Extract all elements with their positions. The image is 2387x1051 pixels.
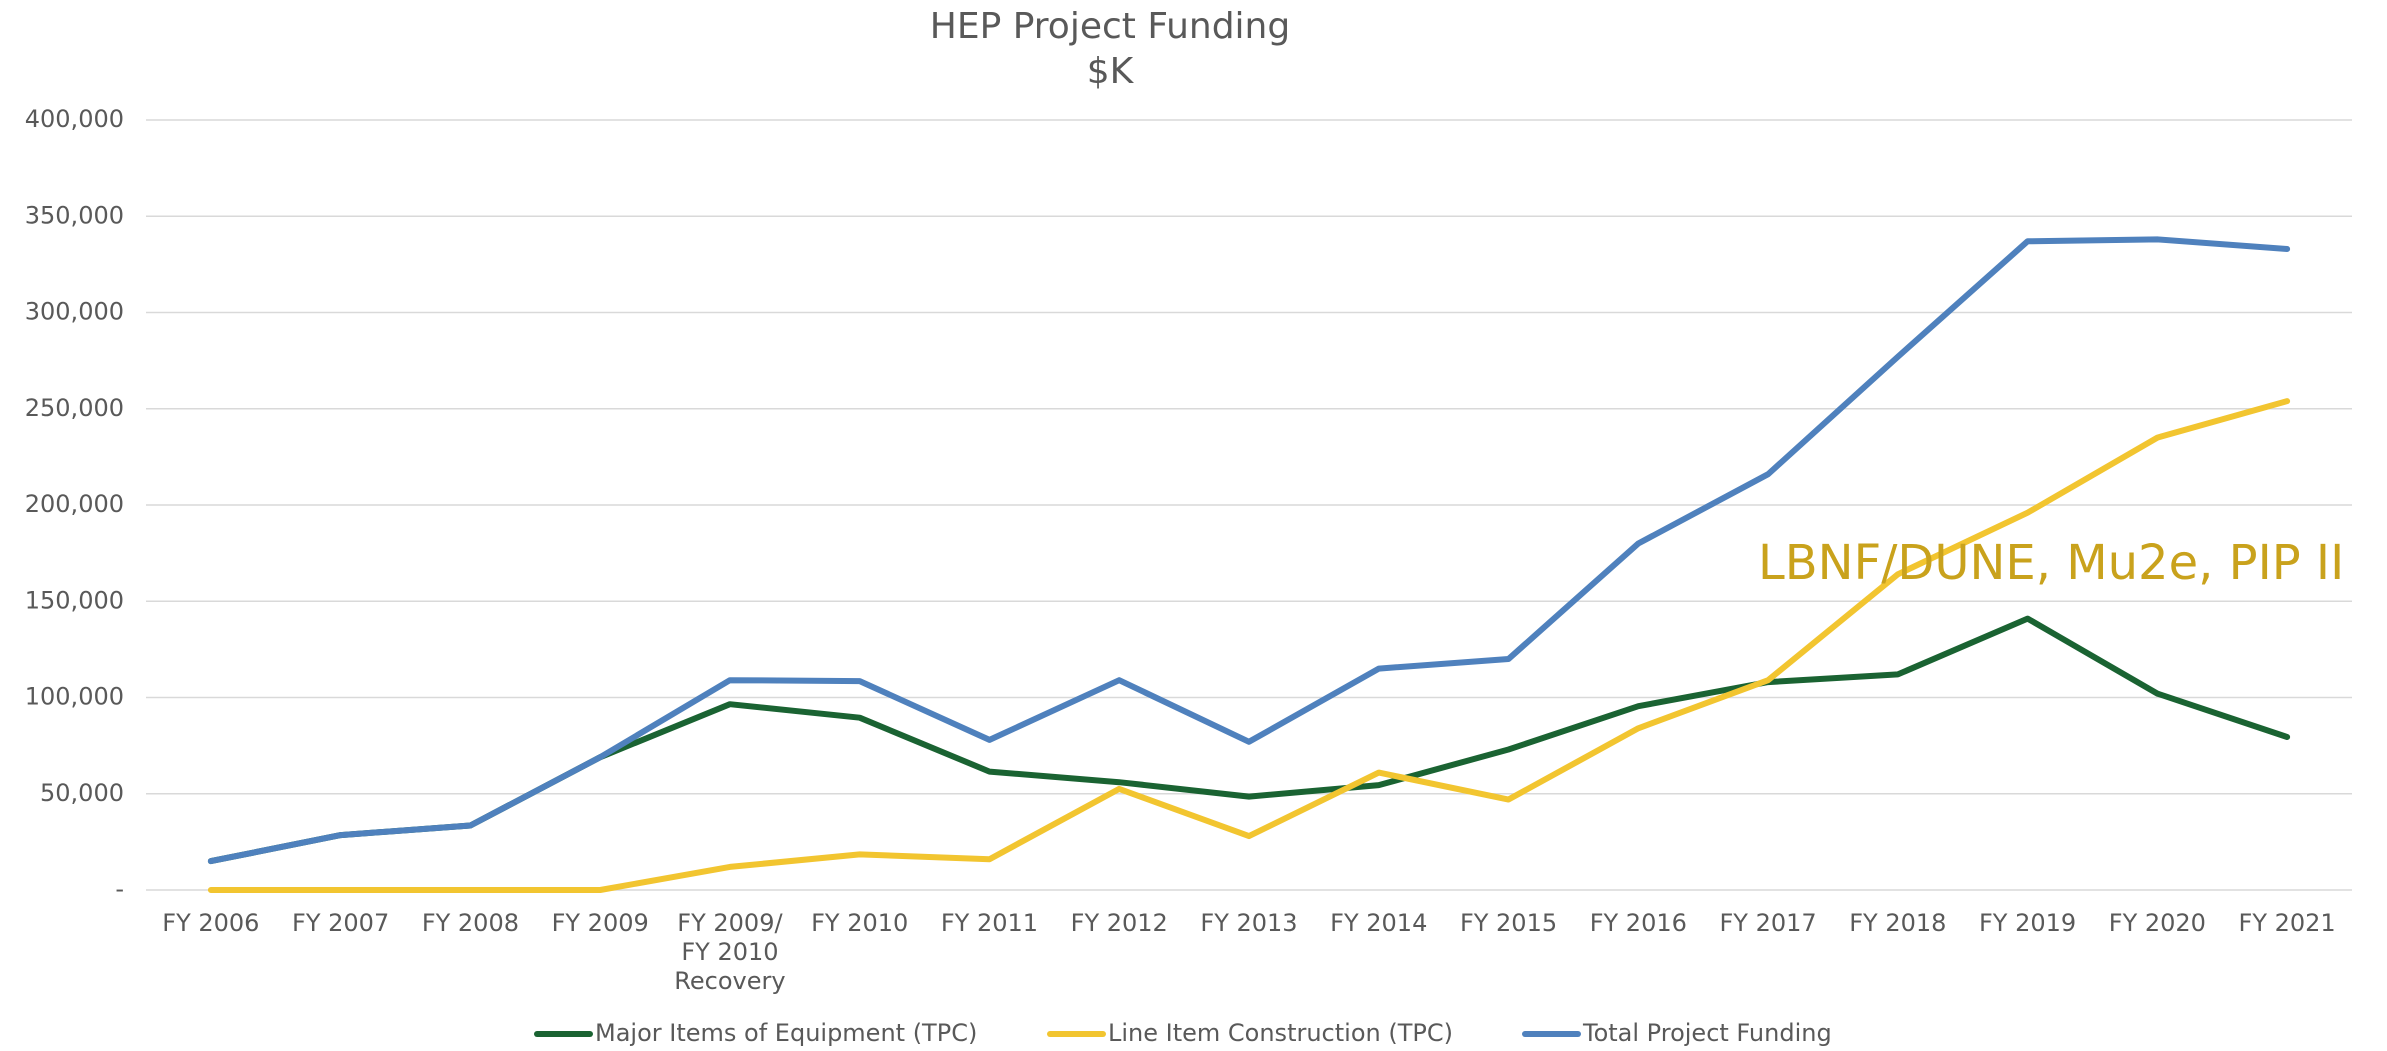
x-tick-label: FY 2019: [1979, 909, 2076, 937]
x-tick-label: FY 2011: [941, 909, 1038, 937]
legend-label: Major Items of Equipment (TPC): [595, 1019, 977, 1047]
x-tick-label: FY 2017: [1719, 909, 1816, 937]
y-tick-label: -: [115, 875, 124, 903]
y-tick-label: 200,000: [25, 490, 124, 518]
y-tick-label: 350,000: [25, 201, 124, 229]
y-tick-label: 300,000: [25, 298, 124, 326]
x-tick-label: FY 2018: [1849, 909, 1946, 937]
x-tick-label: FY 2006: [162, 909, 259, 937]
legend-label: Total Project Funding: [1582, 1019, 1832, 1047]
y-tick-label: 250,000: [25, 394, 124, 422]
x-tick-label: FY 2015: [1460, 909, 1557, 937]
y-tick-label: 100,000: [25, 683, 124, 711]
x-tick-label: FY 2013: [1200, 909, 1297, 937]
chart-subtitle: $K: [1087, 51, 1135, 92]
x-tick-label: FY 2007: [292, 909, 389, 937]
y-tick-label: 150,000: [25, 586, 124, 614]
annotation: LBNF/DUNE, Mu2e, PIP II: [1758, 535, 2344, 591]
chart-title: HEP Project Funding: [930, 6, 1290, 47]
series-line: [207, 398, 2291, 893]
x-tick-label: FY 2021: [2239, 909, 2336, 937]
y-tick-label: 400,000: [25, 105, 124, 133]
y-tick-label: 50,000: [40, 779, 124, 807]
x-tick-label: FY 2012: [1071, 909, 1168, 937]
x-tick-label: FY 2014: [1330, 909, 1427, 937]
x-tick-label: FY 2009: [552, 909, 649, 937]
x-tick-label: FY 2020: [2109, 909, 2206, 937]
x-tick-label: FY 2016: [1590, 909, 1687, 937]
legend-label: Line Item Construction (TPC): [1108, 1019, 1453, 1047]
x-tick-label: FY 2008: [422, 909, 519, 937]
x-tick-label: FY 2009/FY 2010 Recovery: [674, 909, 785, 995]
series-line: [207, 236, 2291, 865]
x-tick-label: FY 2010: [811, 909, 908, 937]
